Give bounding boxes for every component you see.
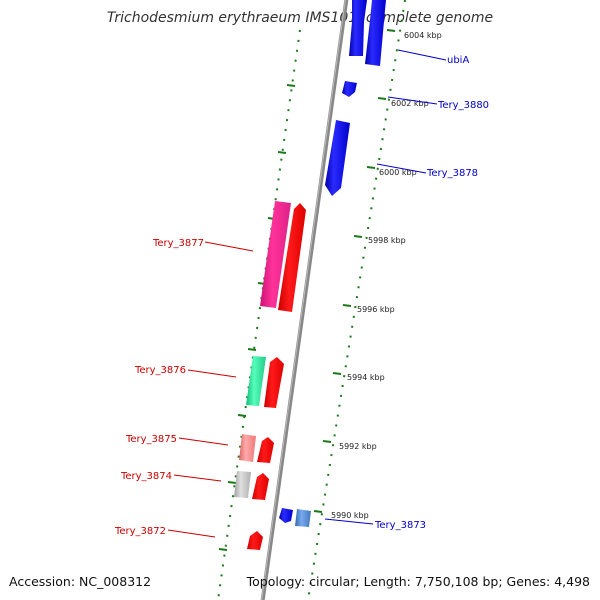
forward-strand-features xyxy=(234,201,306,550)
leader-line-tery-3875 xyxy=(178,437,229,446)
gene-feature-tery-3877-pink[interactable] xyxy=(260,201,291,308)
tick-mark xyxy=(277,151,287,154)
gene-label-tery-3877[interactable]: Tery_3877 xyxy=(152,238,204,249)
gene-label-tery-3878[interactable]: Tery_3878 xyxy=(426,168,478,179)
tick-label: 5998 kbp xyxy=(368,236,406,245)
leader-line-tery-3874 xyxy=(173,474,222,482)
tick-mark xyxy=(332,372,342,375)
gene-label-tery-3880[interactable]: Tery_3880 xyxy=(437,100,489,111)
genome-backbone-highlight xyxy=(261,0,346,600)
tick-mark xyxy=(353,235,363,238)
leader-line-tery-3876 xyxy=(187,369,237,378)
gene-label-tery-3872[interactable]: Tery_3872 xyxy=(114,526,166,537)
map-title: Trichodesmium erythraeum IMS101, complet… xyxy=(107,10,493,26)
gene-feature-tery-3880[interactable] xyxy=(342,81,357,97)
gene-label-tery-3876[interactable]: Tery_3876 xyxy=(134,365,186,376)
tick-label: 6000 kbp xyxy=(379,168,417,177)
leader-line-tery-3877 xyxy=(204,241,254,252)
leader-line-tery-3872 xyxy=(167,529,216,538)
gene-feature-tery-3872[interactable] xyxy=(247,531,263,550)
tick-label: 6002 kbp xyxy=(391,99,429,108)
gene-feature-tery-3878[interactable] xyxy=(325,120,350,196)
gene-feature-tery-3876-green[interactable] xyxy=(246,356,266,406)
gene-label-tery-3874[interactable]: Tery_3874 xyxy=(120,471,172,482)
gene-feature-tery-3874[interactable] xyxy=(252,473,269,500)
major-ticks xyxy=(218,29,396,551)
gene-label-ubia[interactable]: ubiA xyxy=(447,55,469,66)
gene-label-tery-3873[interactable]: Tery_3873 xyxy=(374,520,426,531)
tick-mark xyxy=(286,84,296,87)
genome-summary-text: Topology: circular; Length: 7,750,108 bp… xyxy=(246,574,590,589)
reverse-tick-track xyxy=(307,0,406,600)
tick-mark xyxy=(386,29,396,32)
tick-label: 5996 kbp xyxy=(357,305,395,314)
tick-mark xyxy=(247,348,257,351)
gene-feature-tery-3873[interactable] xyxy=(295,509,311,527)
leader-line-tery-3873 xyxy=(324,518,374,525)
gene-feature-tery-3875-salmon[interactable] xyxy=(239,434,256,462)
gene-feature-tery-3876[interactable] xyxy=(264,357,284,408)
tick-mark xyxy=(366,166,376,169)
leader-line-ubia xyxy=(397,49,447,61)
tick-mark xyxy=(218,548,228,551)
gene-feature-ubiA[interactable] xyxy=(365,0,386,66)
reverse-strand-features xyxy=(279,0,386,527)
tick-mark xyxy=(377,97,387,100)
accession-text: Accession: NC_008312 xyxy=(9,574,151,589)
tick-mark xyxy=(313,510,323,513)
gene-feature-tery-3873-a[interactable] xyxy=(279,508,293,523)
gene-feature-ubiA-left[interactable] xyxy=(349,0,367,56)
tick-mark xyxy=(322,440,332,443)
tick-mark xyxy=(227,481,237,484)
tick-label: 5994 kbp xyxy=(347,373,385,382)
leader-line-tery-3880 xyxy=(387,96,438,105)
tick-label: 6004 kbp xyxy=(404,31,442,40)
genome-backbone xyxy=(260,0,349,600)
gene-feature-tery-3875[interactable] xyxy=(257,437,274,463)
tick-mark xyxy=(237,414,247,417)
label-leaders xyxy=(167,49,447,538)
leader-line-tery-3878 xyxy=(376,163,427,174)
gene-label-tery-3875[interactable]: Tery_3875 xyxy=(125,434,177,445)
tick-label: 5990 kbp xyxy=(331,511,369,520)
tick-label: 5992 kbp xyxy=(339,442,377,451)
tick-mark xyxy=(342,304,352,307)
gene-feature-tery-3877[interactable] xyxy=(278,203,306,312)
gene-feature-tery-3874-gray[interactable] xyxy=(234,471,251,498)
